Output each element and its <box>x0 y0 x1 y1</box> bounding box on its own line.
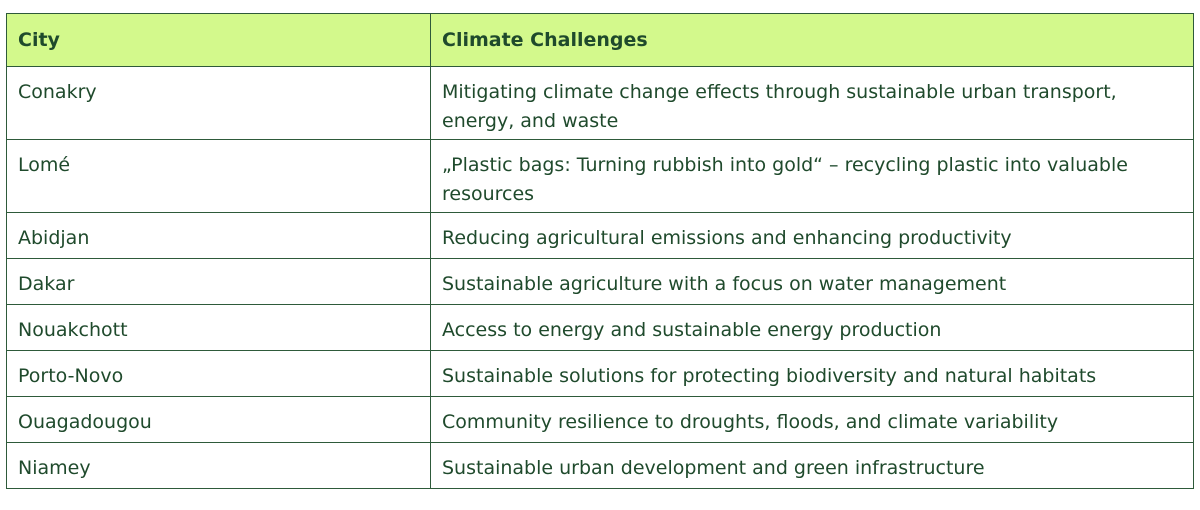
table-row: Ouagadougou Community resilience to drou… <box>6 396 1194 443</box>
challenge-cell: Reducing agricultural emissions and enha… <box>430 212 1194 259</box>
challenge-cell: „Plastic bags: Turning rubbish into gold… <box>430 139 1194 213</box>
challenge-cell: Community resilience to droughts, floods… <box>430 396 1194 443</box>
city-climate-table-container: City Climate Challenges Conakry Mitigati… <box>6 13 1194 489</box>
city-cell: Lomé <box>6 139 431 213</box>
table-row: Niamey Sustainable urban development and… <box>6 442 1194 489</box>
header-climate-challenges: Climate Challenges <box>430 13 1194 67</box>
city-cell: Abidjan <box>6 212 431 259</box>
table-row: Lomé „Plastic bags: Turning rubbish into… <box>6 139 1194 213</box>
city-cell: Conakry <box>6 66 431 140</box>
table-row: Abidjan Reducing agricultural emissions … <box>6 212 1194 259</box>
city-cell: Ouagadougou <box>6 396 431 443</box>
city-climate-table: City Climate Challenges Conakry Mitigati… <box>6 13 1194 489</box>
table-row: Dakar Sustainable agriculture with a foc… <box>6 258 1194 305</box>
header-city: City <box>6 13 431 67</box>
challenge-cell: Mitigating climate change effects throug… <box>430 66 1194 140</box>
challenge-cell: Sustainable urban development and green … <box>430 442 1194 489</box>
table-header-row: City Climate Challenges <box>6 13 1194 67</box>
city-cell: Niamey <box>6 442 431 489</box>
table-row: Porto-Novo Sustainable solutions for pro… <box>6 350 1194 397</box>
table-row: Nouakchott Access to energy and sustaina… <box>6 304 1194 351</box>
city-cell: Nouakchott <box>6 304 431 351</box>
challenge-cell: Sustainable solutions for protecting bio… <box>430 350 1194 397</box>
city-cell: Dakar <box>6 258 431 305</box>
challenge-cell: Access to energy and sustainable energy … <box>430 304 1194 351</box>
table-row: Conakry Mitigating climate change effect… <box>6 66 1194 140</box>
challenge-cell: Sustainable agriculture with a focus on … <box>430 258 1194 305</box>
city-cell: Porto-Novo <box>6 350 431 397</box>
